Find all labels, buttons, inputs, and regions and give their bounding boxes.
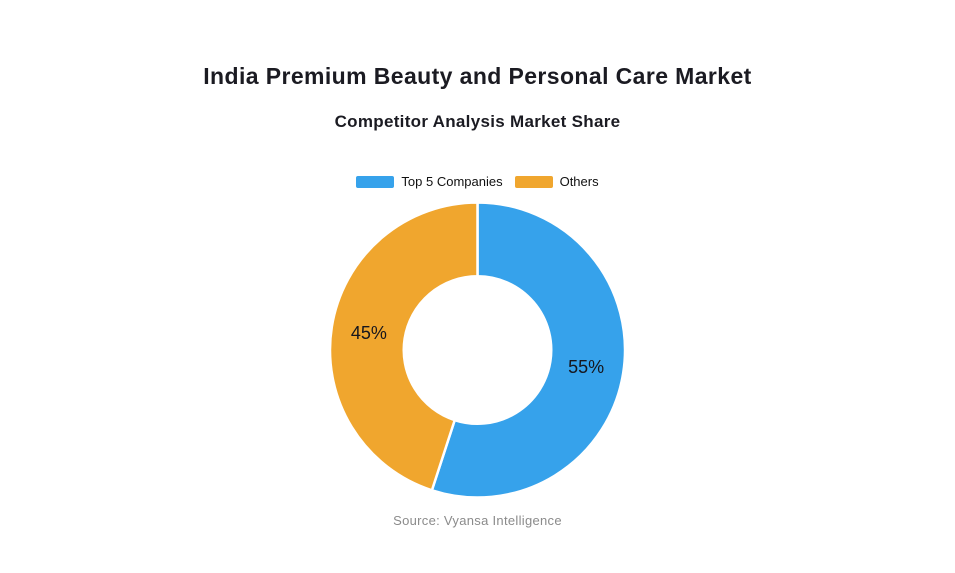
source-attribution: Source: Vyansa Intelligence — [393, 513, 562, 528]
legend-label-top5: Top 5 Companies — [401, 174, 503, 189]
chart-title: India Premium Beauty and Personal Care M… — [203, 63, 752, 89]
chart-subtitle: Competitor Analysis Market Share — [334, 112, 621, 131]
legend-item-others[interactable]: Others — [514, 174, 599, 189]
slice-label-1: 45% — [351, 323, 387, 343]
legend-item-top5[interactable]: Top 5 Companies — [356, 174, 503, 189]
donut-slice-0[interactable] — [430, 201, 627, 499]
legend-label-others: Others — [559, 174, 599, 189]
legend-swatch-top5 — [356, 175, 395, 188]
slice-label-0: 55% — [568, 357, 604, 377]
donut-slice-1[interactable] — [328, 201, 479, 492]
legend-swatch-others — [514, 175, 553, 188]
chart-legend: Top 5 Companies Others — [0, 175, 955, 188]
